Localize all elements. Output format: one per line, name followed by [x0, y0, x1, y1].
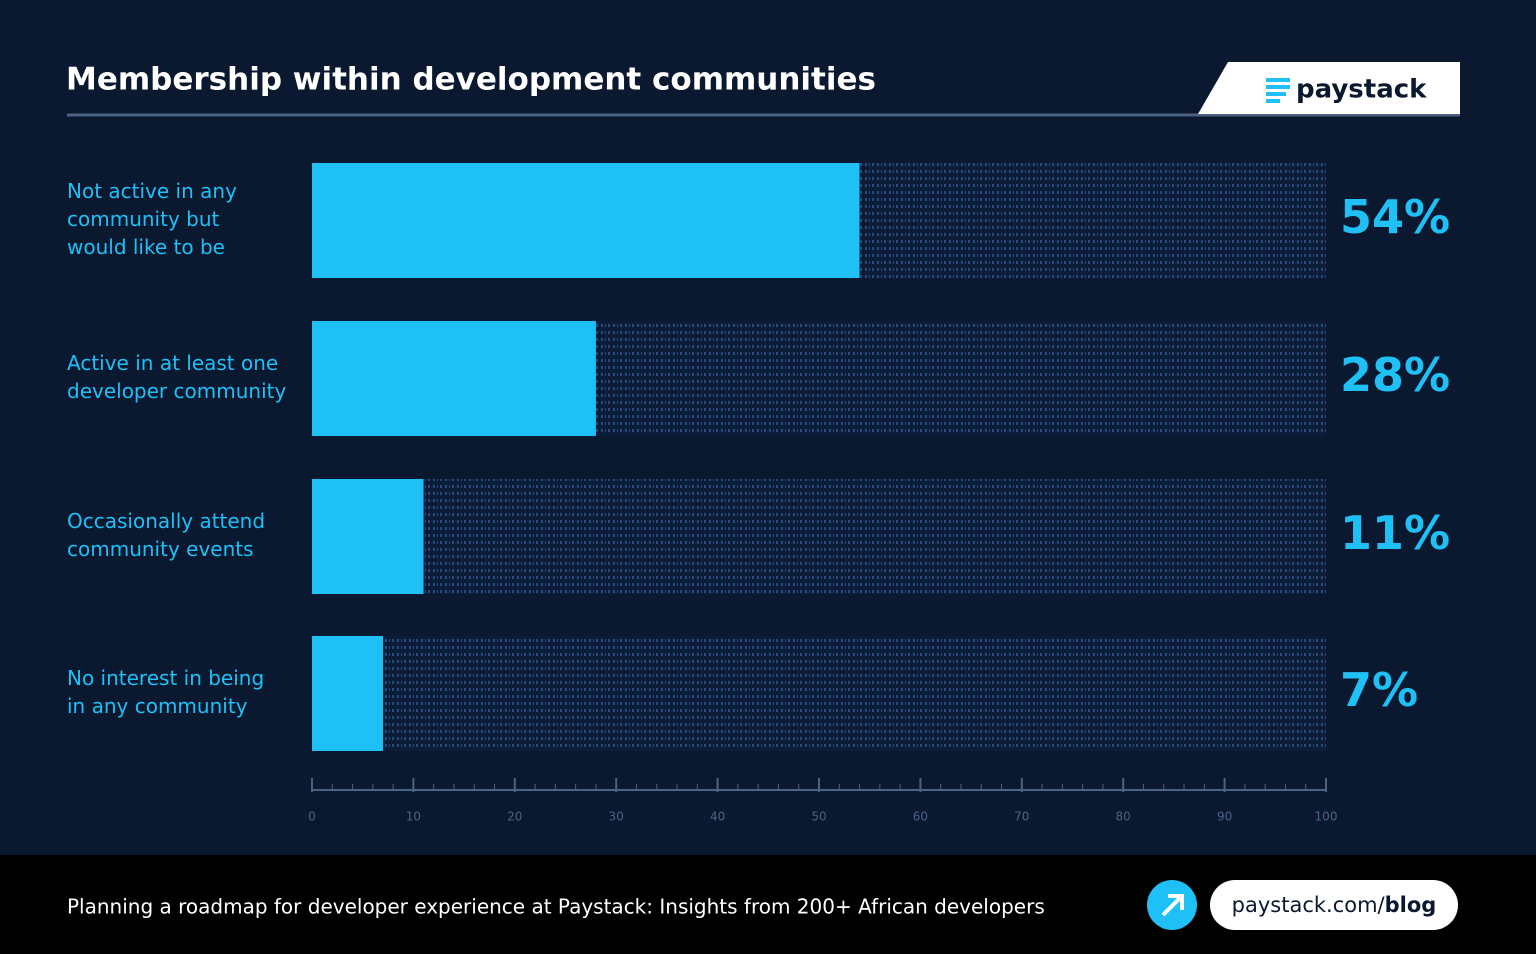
- x-tick-label: 10: [406, 810, 421, 824]
- footer-text: Planning a roadmap for developer experie…: [67, 895, 1045, 919]
- bar: [312, 321, 596, 436]
- x-tick-label: 50: [811, 810, 826, 824]
- x-tick-label: 80: [1116, 810, 1131, 824]
- bar: [312, 636, 383, 751]
- x-tick-label: 0: [308, 810, 316, 824]
- chart-title: Membership within development communitie…: [66, 62, 876, 98]
- x-tick-label: 90: [1217, 810, 1232, 824]
- arrow-icon: [1161, 894, 1184, 917]
- x-tick-label: 70: [1014, 810, 1029, 824]
- value-label: 54%: [1340, 190, 1450, 244]
- x-tick-label: 100: [1315, 810, 1338, 824]
- x-tick-label: 20: [507, 810, 522, 824]
- category-label: Active in at least one: [67, 351, 278, 375]
- link-pill[interactable]: [1210, 880, 1458, 930]
- link-prefix: paystack.com/: [1232, 893, 1386, 917]
- logo-box: [1198, 62, 1460, 114]
- x-tick-label: 60: [913, 810, 928, 824]
- bar: [312, 479, 424, 594]
- link-text[interactable]: paystack.com/blog: [1232, 893, 1437, 917]
- category-label: in any community: [67, 694, 248, 718]
- logo-text: paystack: [1296, 75, 1427, 105]
- category-label: No interest in being: [67, 666, 264, 690]
- category-label: developer community: [67, 379, 286, 403]
- bar-track: [312, 636, 1326, 751]
- category-label: community events: [67, 537, 254, 561]
- category-label: Occasionally attend: [67, 509, 265, 533]
- bar: [312, 163, 860, 278]
- category-label: Not active in any: [67, 179, 237, 203]
- link-emphasis: blog: [1385, 893, 1437, 917]
- category-label: community but: [67, 207, 220, 231]
- x-tick-label: 40: [710, 810, 725, 824]
- bar-track: [312, 479, 1326, 594]
- logo-icon: [1266, 78, 1290, 103]
- category-label: would like to be: [67, 235, 225, 259]
- x-tick-label: 30: [609, 810, 624, 824]
- value-label: 11%: [1340, 506, 1450, 560]
- value-label: 7%: [1340, 663, 1418, 717]
- value-label: 28%: [1340, 348, 1450, 402]
